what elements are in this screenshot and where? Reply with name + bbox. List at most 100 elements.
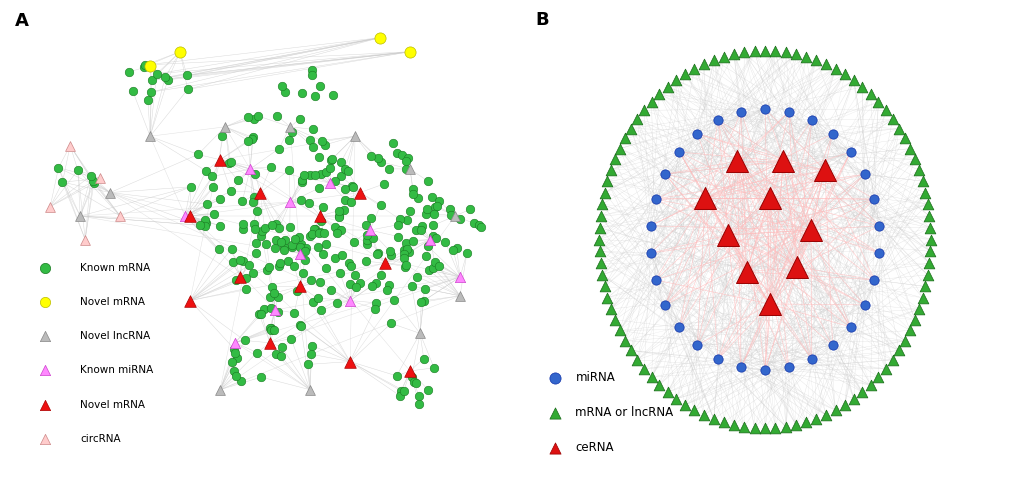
Point [836,401,852,409]
Point [400,249,417,256]
Point [446,212,463,220]
Point [733,364,749,371]
Point [77,236,94,243]
Point [715,53,732,60]
Point [212,386,228,394]
Point [336,206,353,214]
Point [267,220,283,228]
Point [428,234,444,242]
Point [404,282,420,290]
Point [198,167,214,175]
Point [842,148,858,156]
Text: Novel mRNA: Novel mRNA [81,400,145,410]
Point [280,136,297,144]
Point [398,217,415,224]
Point [395,251,412,258]
Point [776,48,793,56]
Point [142,132,158,140]
Point [234,225,251,233]
Point [408,379,424,387]
Text: Novel lncRNA: Novel lncRNA [81,331,150,341]
Point [315,250,331,258]
Point [650,90,666,98]
Point [391,215,408,222]
Point [247,171,263,178]
Point [729,158,745,165]
Point [267,236,283,244]
Point [401,48,418,56]
Point [182,183,199,191]
Point [418,210,434,217]
Point [315,229,331,237]
Point [869,373,886,381]
Point [222,187,238,195]
Point [267,306,283,314]
Point [124,87,141,95]
Point [324,155,340,162]
Point [823,130,840,137]
Point [876,365,893,373]
Point [405,185,421,193]
Point [341,297,358,304]
Point [606,155,623,163]
Point [210,245,226,253]
Point [234,197,251,205]
Point [378,286,394,294]
Point [281,123,298,131]
Point [901,327,917,334]
Point [204,172,220,180]
Point [317,141,333,148]
Point [546,374,562,381]
Point [267,350,283,358]
Point [300,361,316,368]
Point [280,257,297,265]
Point [358,221,374,229]
Point [426,364,442,372]
Point [677,70,693,78]
Point [845,76,861,84]
Point [343,182,360,190]
Point [143,88,159,96]
Point [328,229,344,237]
Point [397,165,414,173]
Point [236,337,253,344]
Point [326,177,342,185]
Point [293,176,310,183]
Point [246,220,262,228]
Point [916,189,932,196]
Point [451,292,468,300]
Point [303,276,319,284]
Point [921,224,937,231]
Point [292,114,309,122]
Point [85,177,101,185]
Point [258,240,274,248]
Point [330,207,346,215]
Point [411,393,427,400]
Point [248,249,264,257]
Point [37,264,53,272]
Point [398,245,415,253]
Point [399,155,416,162]
Point [266,245,282,252]
Point [262,293,278,301]
Point [364,234,380,242]
Point [247,225,263,232]
Point [593,271,609,279]
Point [275,246,291,253]
Point [416,285,432,293]
Point [756,47,772,55]
Text: circRNA: circRNA [81,434,120,444]
Point [890,347,906,354]
Point [261,263,277,271]
Point [331,214,347,221]
Point [719,231,736,239]
Point [869,98,886,106]
Point [689,130,705,137]
Point [304,66,320,74]
Point [797,53,813,60]
Point [405,237,421,244]
Point [245,134,261,141]
Point [629,115,645,123]
Point [177,212,194,220]
Point [382,319,398,327]
